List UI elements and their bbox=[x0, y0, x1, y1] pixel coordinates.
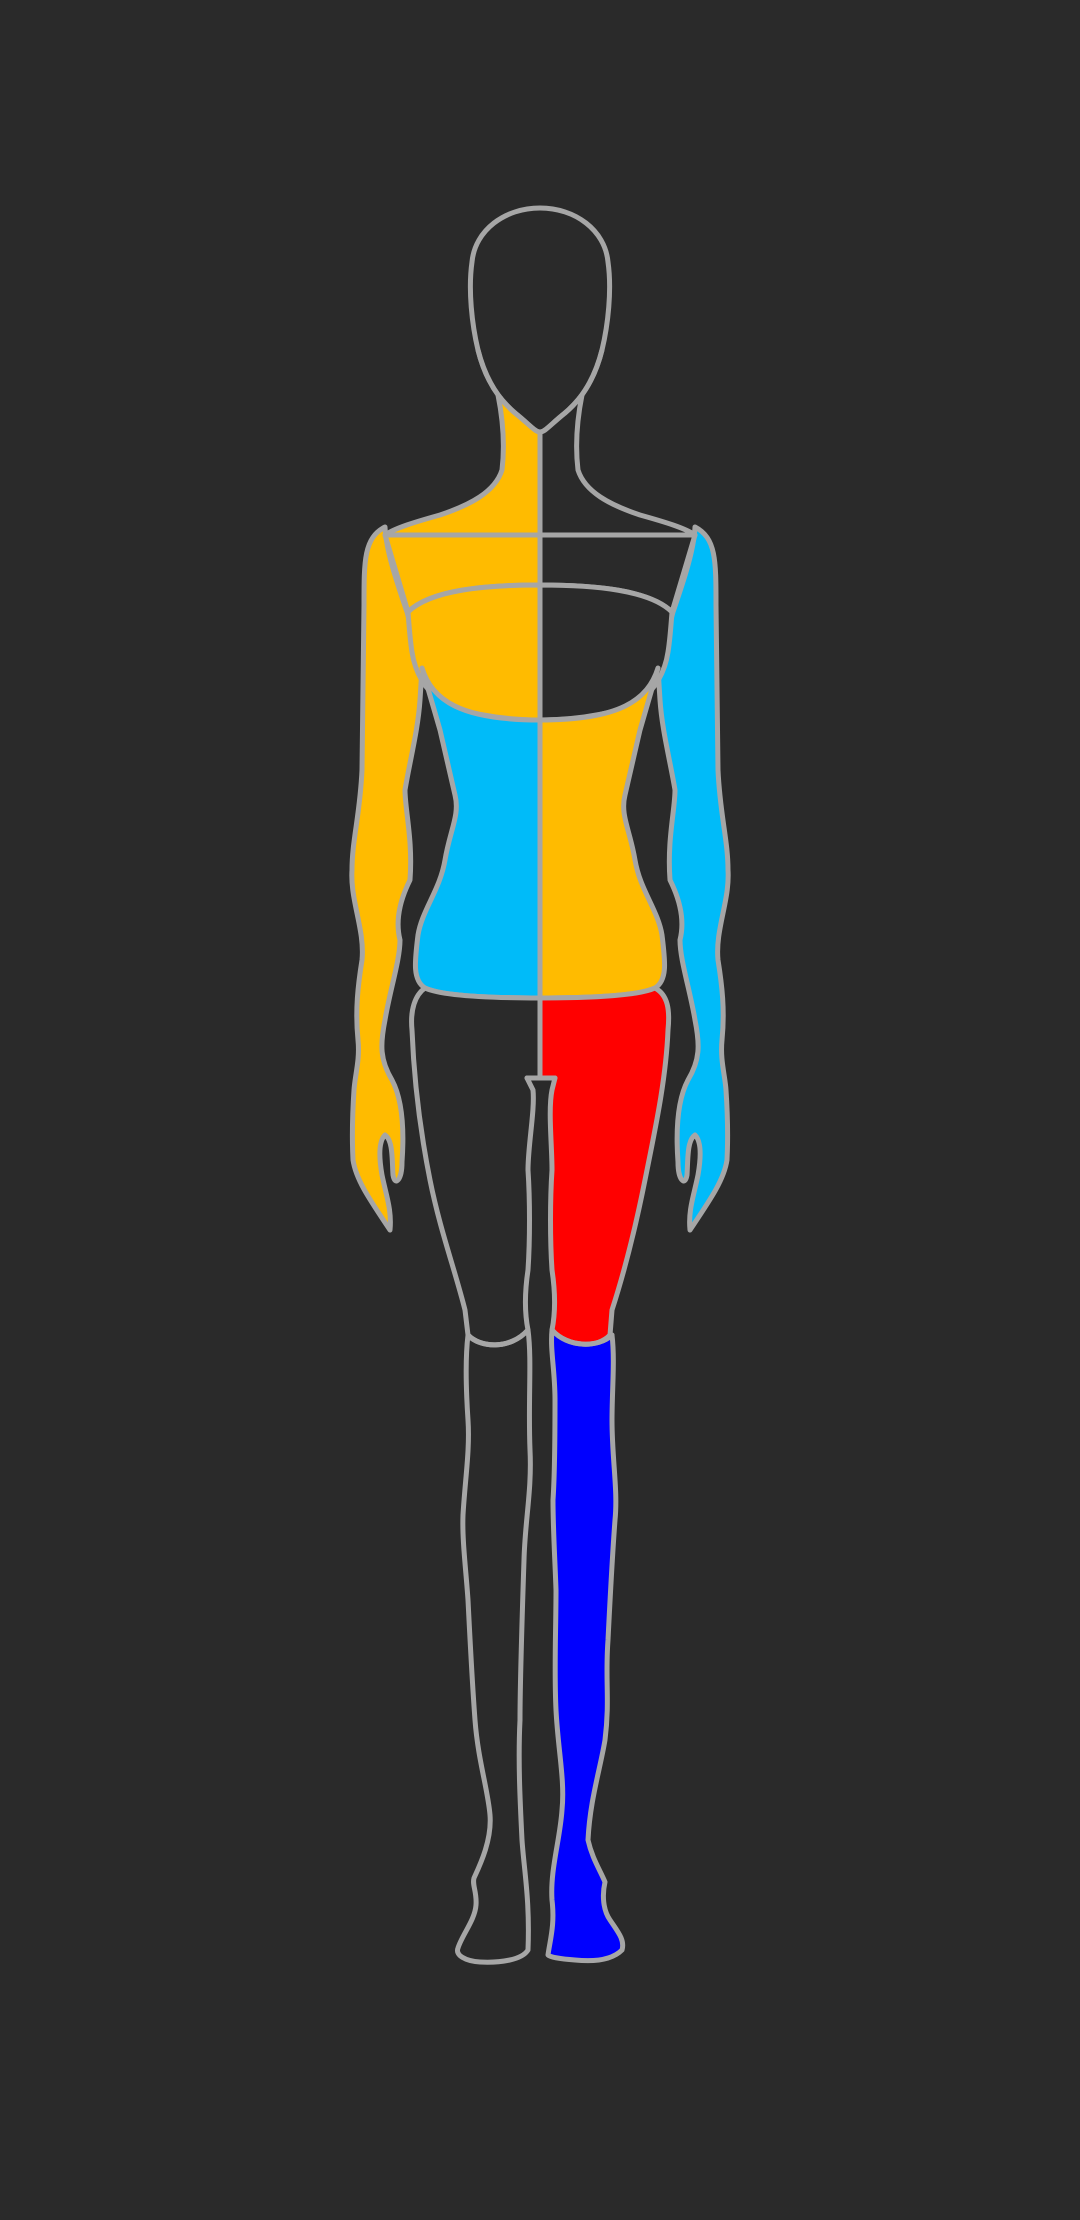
body-region-thigh-left[interactable] bbox=[537, 985, 672, 1348]
body-region-abdomen-right[interactable] bbox=[412, 665, 543, 1001]
body-region-neck-left[interactable] bbox=[537, 392, 698, 538]
body-region-arm-left[interactable] bbox=[655, 524, 731, 1233]
knee-left bbox=[549, 1327, 615, 1347]
body-region-lower-chest-right[interactable] bbox=[405, 582, 543, 723]
body-region-head[interactable] bbox=[467, 205, 613, 435]
body-region-thigh-right[interactable] bbox=[409, 985, 543, 1348]
body-region-abdomen-left[interactable] bbox=[537, 665, 668, 1001]
knee-right bbox=[465, 1327, 531, 1348]
body-region-lower-chest-left[interactable] bbox=[537, 582, 675, 723]
body-region-neck-right[interactable] bbox=[382, 392, 543, 538]
body-region-lower-leg-right[interactable] bbox=[455, 1327, 533, 1965]
body-region-lower-leg-left[interactable] bbox=[545, 1327, 626, 1964]
body-region-arm-right[interactable] bbox=[349, 524, 425, 1233]
neckline-curve bbox=[475, 347, 605, 416]
